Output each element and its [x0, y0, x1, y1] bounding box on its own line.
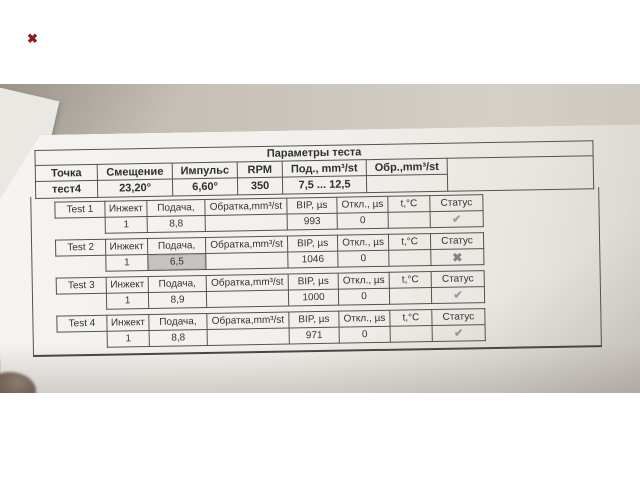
- label-spacer: [57, 331, 107, 348]
- status-fail-icon: ✖: [430, 248, 484, 266]
- test-label: Test 4: [56, 315, 108, 333]
- value-bip: 1000: [288, 289, 339, 307]
- col-bip: BIP, µs: [288, 273, 339, 291]
- value-dev: 0: [338, 288, 390, 306]
- status-pass-icon: ✔: [431, 286, 485, 304]
- col-inject: Инжект: [105, 238, 148, 256]
- label-spacer: [56, 255, 106, 272]
- col-dev: Откл., µs: [337, 234, 389, 252]
- value-return: [206, 290, 289, 308]
- value-inject: 1: [105, 254, 149, 272]
- col-inject: Инжект: [106, 276, 149, 294]
- col-status: Статус: [429, 194, 484, 212]
- col-feed: Подача,: [147, 237, 206, 255]
- label-spacer: [55, 217, 105, 234]
- col-return: Обратка,mm³/st: [206, 312, 290, 330]
- col-inject: Инжект: [106, 314, 150, 332]
- value-return: [205, 214, 288, 232]
- col-temp: t,°C: [389, 309, 433, 327]
- col-return: Обратка,mm³/st: [205, 236, 288, 254]
- col-bip: BIP, µs: [286, 197, 338, 215]
- value-temp: [389, 287, 432, 305]
- col-dev: Откл., µs: [338, 272, 390, 290]
- value-dev: 0: [337, 212, 389, 230]
- value-inject: 1: [106, 292, 149, 310]
- label-spacer: [56, 293, 106, 310]
- params-empty-cell: [447, 155, 594, 192]
- col-header-point: Точка: [35, 164, 98, 182]
- value-feed-highlighted: 6,5: [147, 253, 207, 271]
- col-inject: Инжект: [104, 200, 148, 218]
- value-inject: 1: [105, 216, 148, 234]
- col-feed: Подача,: [146, 199, 206, 217]
- value-feed: 8,8: [147, 215, 206, 233]
- red-x-mark-icon: ✖: [27, 31, 38, 46]
- col-feed: Подача,: [148, 313, 208, 331]
- col-return: Обратка,mm³/st: [204, 198, 288, 216]
- status-pass-icon: ✔: [430, 210, 484, 228]
- status-pass-icon: ✔: [432, 324, 486, 342]
- value-feed: 8,9: [148, 291, 207, 309]
- col-header-offset: Смещение: [97, 163, 173, 181]
- value-dev: 0: [339, 326, 391, 344]
- test-label: Test 2: [55, 239, 106, 257]
- value-return: [207, 328, 290, 346]
- col-header-feed: Под., mm³/st: [282, 159, 367, 178]
- value-inject: 1: [107, 330, 150, 348]
- value-temp: [390, 325, 433, 343]
- value-dev: 0: [337, 250, 390, 268]
- col-header-pulse: Импульс: [172, 161, 238, 180]
- col-status: Статус: [430, 232, 484, 250]
- test-label: Test 1: [54, 201, 106, 219]
- value-bip: 1046: [287, 251, 339, 269]
- col-dev: Откл., µs: [336, 196, 389, 214]
- col-temp: t,°C: [387, 195, 431, 213]
- col-return: Обратка,mm³/st: [206, 274, 289, 292]
- fingertip: [0, 372, 36, 393]
- document-photo: Параметры теста Точка Смещение Импульс R…: [0, 84, 640, 393]
- col-status: Статус: [431, 270, 485, 288]
- col-status: Статус: [431, 308, 486, 326]
- col-bip: BIP, µs: [288, 311, 340, 329]
- value-bip: 971: [289, 327, 340, 345]
- col-temp: t,°C: [388, 233, 431, 251]
- value-return: [205, 252, 289, 270]
- col-header-return: Обр.,mm³/st: [366, 158, 448, 176]
- photo-rotation-wrap: Параметры теста Точка Смещение Импульс R…: [0, 84, 640, 393]
- value-temp: [388, 211, 431, 229]
- col-feed: Подача,: [148, 275, 207, 293]
- col-temp: t,°C: [389, 271, 432, 289]
- value-feed: 8,8: [149, 329, 208, 347]
- col-bip: BIP, µs: [287, 235, 338, 253]
- value-bip: 993: [287, 213, 338, 231]
- col-header-rpm: RPM: [237, 161, 283, 178]
- value-temp: [388, 249, 431, 267]
- col-dev: Откл., µs: [338, 310, 391, 328]
- test-label: Test 3: [56, 277, 107, 295]
